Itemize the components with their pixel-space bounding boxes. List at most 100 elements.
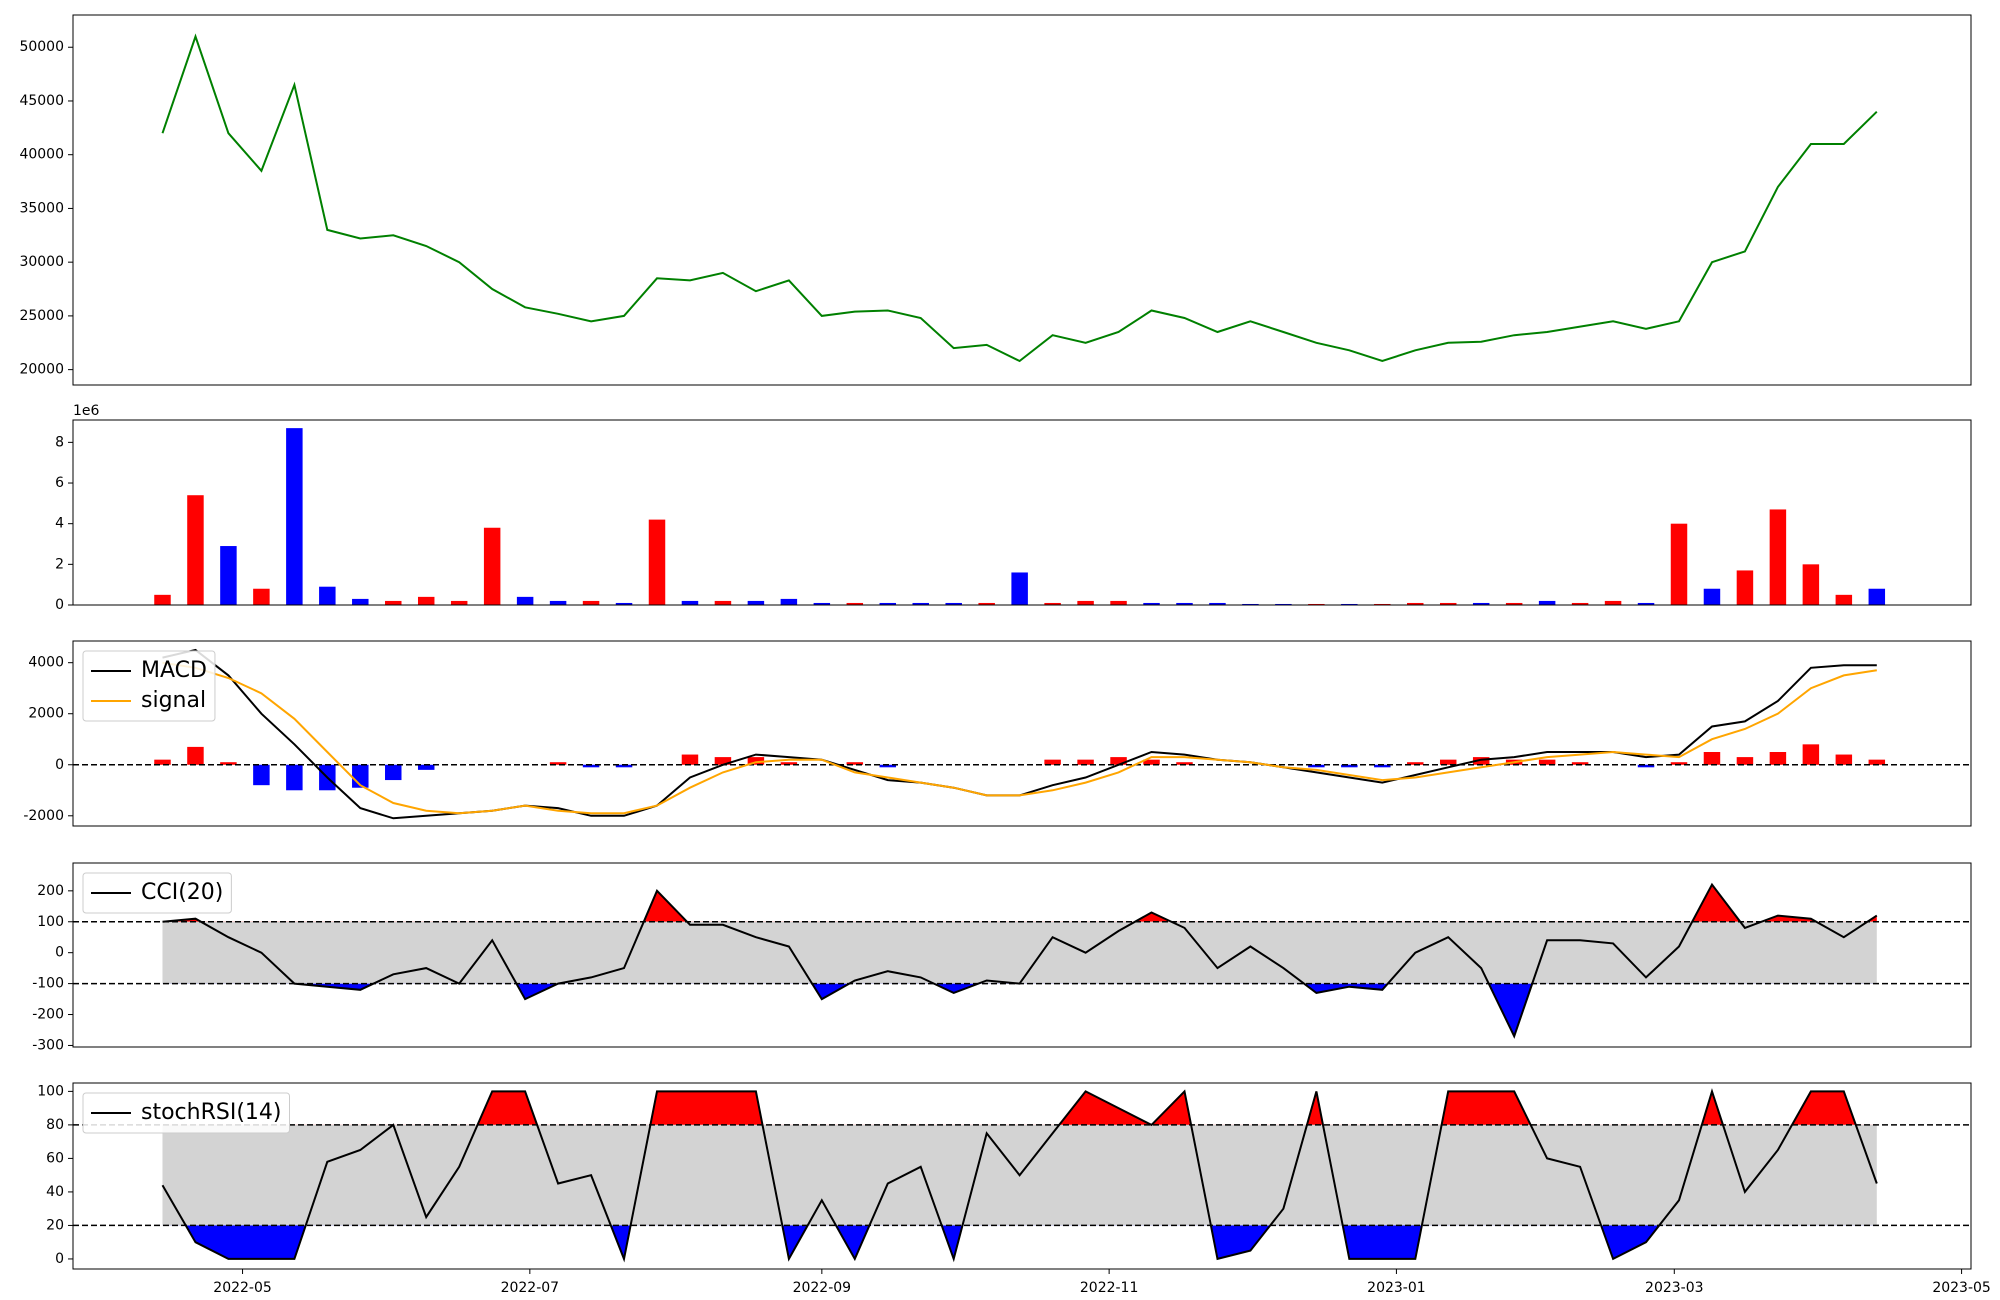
volume-bar <box>1242 603 1259 605</box>
histogram-bar <box>1439 759 1457 765</box>
volume-bar <box>945 602 962 605</box>
above-fill <box>162 884 1877 922</box>
volume-bar <box>1209 602 1226 605</box>
volume-bar <box>516 596 534 605</box>
volume-bar <box>879 602 897 605</box>
volume-bar <box>1275 603 1292 605</box>
offset-label: 1e6 <box>73 403 100 419</box>
y-tick-label: 0 <box>55 757 64 773</box>
volume-bar <box>1011 572 1028 605</box>
volume-bar <box>1439 602 1457 605</box>
volume-bar <box>187 495 204 605</box>
line <box>162 648 1877 820</box>
histogram-bar <box>846 762 864 765</box>
volume-bar <box>681 600 699 605</box>
y-tick-label: -100 <box>32 976 64 992</box>
volume-bar <box>1044 602 1061 605</box>
histogram-bar <box>1538 759 1556 765</box>
volume-bar <box>1538 600 1556 605</box>
histogram-bar <box>1374 764 1391 768</box>
volume-bar <box>1505 602 1523 605</box>
legend <box>82 650 216 722</box>
y-tick-label: 200 <box>37 883 64 899</box>
x-tick-label: 2022-07 <box>501 1280 560 1296</box>
volume-bar <box>1769 509 1787 605</box>
histogram-bar <box>1176 762 1193 765</box>
x-tick-label: 2023-01 <box>1367 1280 1426 1296</box>
y-tick-label: 25000 <box>19 308 64 324</box>
axes-frame <box>72 640 1972 827</box>
legend <box>82 1092 290 1134</box>
axes-frame <box>72 1082 1972 1270</box>
line <box>161 1088 1878 1263</box>
histogram-bar <box>1571 762 1589 765</box>
volume-bar <box>714 600 732 605</box>
axes-frame <box>72 419 1972 606</box>
volume-bar <box>1571 602 1589 605</box>
volume-bar <box>1835 594 1853 605</box>
panel: 0 2 4 6 8 1e6 <box>55 403 1972 613</box>
x-tick-label: 2022-09 <box>793 1280 852 1296</box>
legend-label: signal <box>141 688 206 713</box>
y-tick-label: 30000 <box>19 254 64 270</box>
panel: -2000 0 2000 4000 MACD signal <box>23 640 1972 827</box>
y-tick-label: 60 <box>46 1150 64 1166</box>
histogram-bar <box>286 764 303 791</box>
volume-bar <box>154 594 171 605</box>
axes-frame <box>72 862 1972 1048</box>
histogram-bar <box>1835 754 1853 765</box>
histogram-bar <box>1308 764 1325 768</box>
y-tick-label: 4 <box>55 516 64 532</box>
y-tick-label: -300 <box>32 1037 64 1053</box>
y-tick-label: 0 <box>55 597 64 613</box>
volume-bar <box>450 600 468 605</box>
histogram-bar <box>549 762 567 765</box>
x-tick-label: 2022-05 <box>213 1280 272 1296</box>
panel: 20000 25000 30000 35000 40000 45000 50000 <box>19 14 1972 386</box>
volume-bar <box>615 602 633 605</box>
histogram-bar <box>747 757 765 765</box>
volume-bar <box>846 602 864 605</box>
y-tick-label: 100 <box>37 914 64 930</box>
volume-bar <box>1868 588 1886 605</box>
volume-bar <box>1176 602 1193 605</box>
y-tick-label: 20000 <box>19 362 64 378</box>
volume-bar <box>1604 600 1622 605</box>
histogram-bar <box>385 764 402 781</box>
volume-bar <box>978 602 995 605</box>
volume-bar <box>1637 602 1655 605</box>
volume-bar <box>648 519 666 605</box>
volume-bar <box>1703 588 1721 605</box>
y-tick-label: 6 <box>55 475 64 491</box>
volume-bar <box>417 596 435 605</box>
histogram-bar <box>220 762 237 765</box>
y-tick-label: 100 <box>37 1083 64 1099</box>
volume-bar <box>549 600 567 605</box>
legend-label: stochRSI(14) <box>141 1100 282 1125</box>
volume-bar <box>1407 602 1424 605</box>
panel: -300 -200 -100 0 100 200 CCI(20) <box>32 862 1972 1053</box>
legend <box>82 872 232 914</box>
x-tick-label: 2023-05 <box>1932 1280 1991 1296</box>
histogram-bar <box>780 762 798 765</box>
y-tick-label: 35000 <box>19 200 64 216</box>
y-tick-label: 50000 <box>19 39 64 55</box>
volume-bar <box>582 600 600 605</box>
volume-bar <box>352 598 369 605</box>
histogram-bar <box>1143 759 1160 765</box>
volume-bar <box>780 598 798 605</box>
y-tick-label: 20 <box>46 1217 64 1233</box>
y-tick-label: -2000 <box>23 808 64 824</box>
histogram-bar <box>1703 752 1721 765</box>
histogram-bar <box>1637 764 1655 768</box>
volume-bar <box>1077 600 1094 605</box>
x-tick-label: 2023-03 <box>1645 1280 1704 1296</box>
volume-bar <box>385 600 402 605</box>
histogram-bar <box>1802 744 1820 765</box>
histogram-bar <box>615 764 633 768</box>
line <box>162 661 1877 815</box>
volume-bar <box>813 602 831 605</box>
volume-bar <box>1143 602 1160 605</box>
histogram-bar <box>1472 757 1490 765</box>
